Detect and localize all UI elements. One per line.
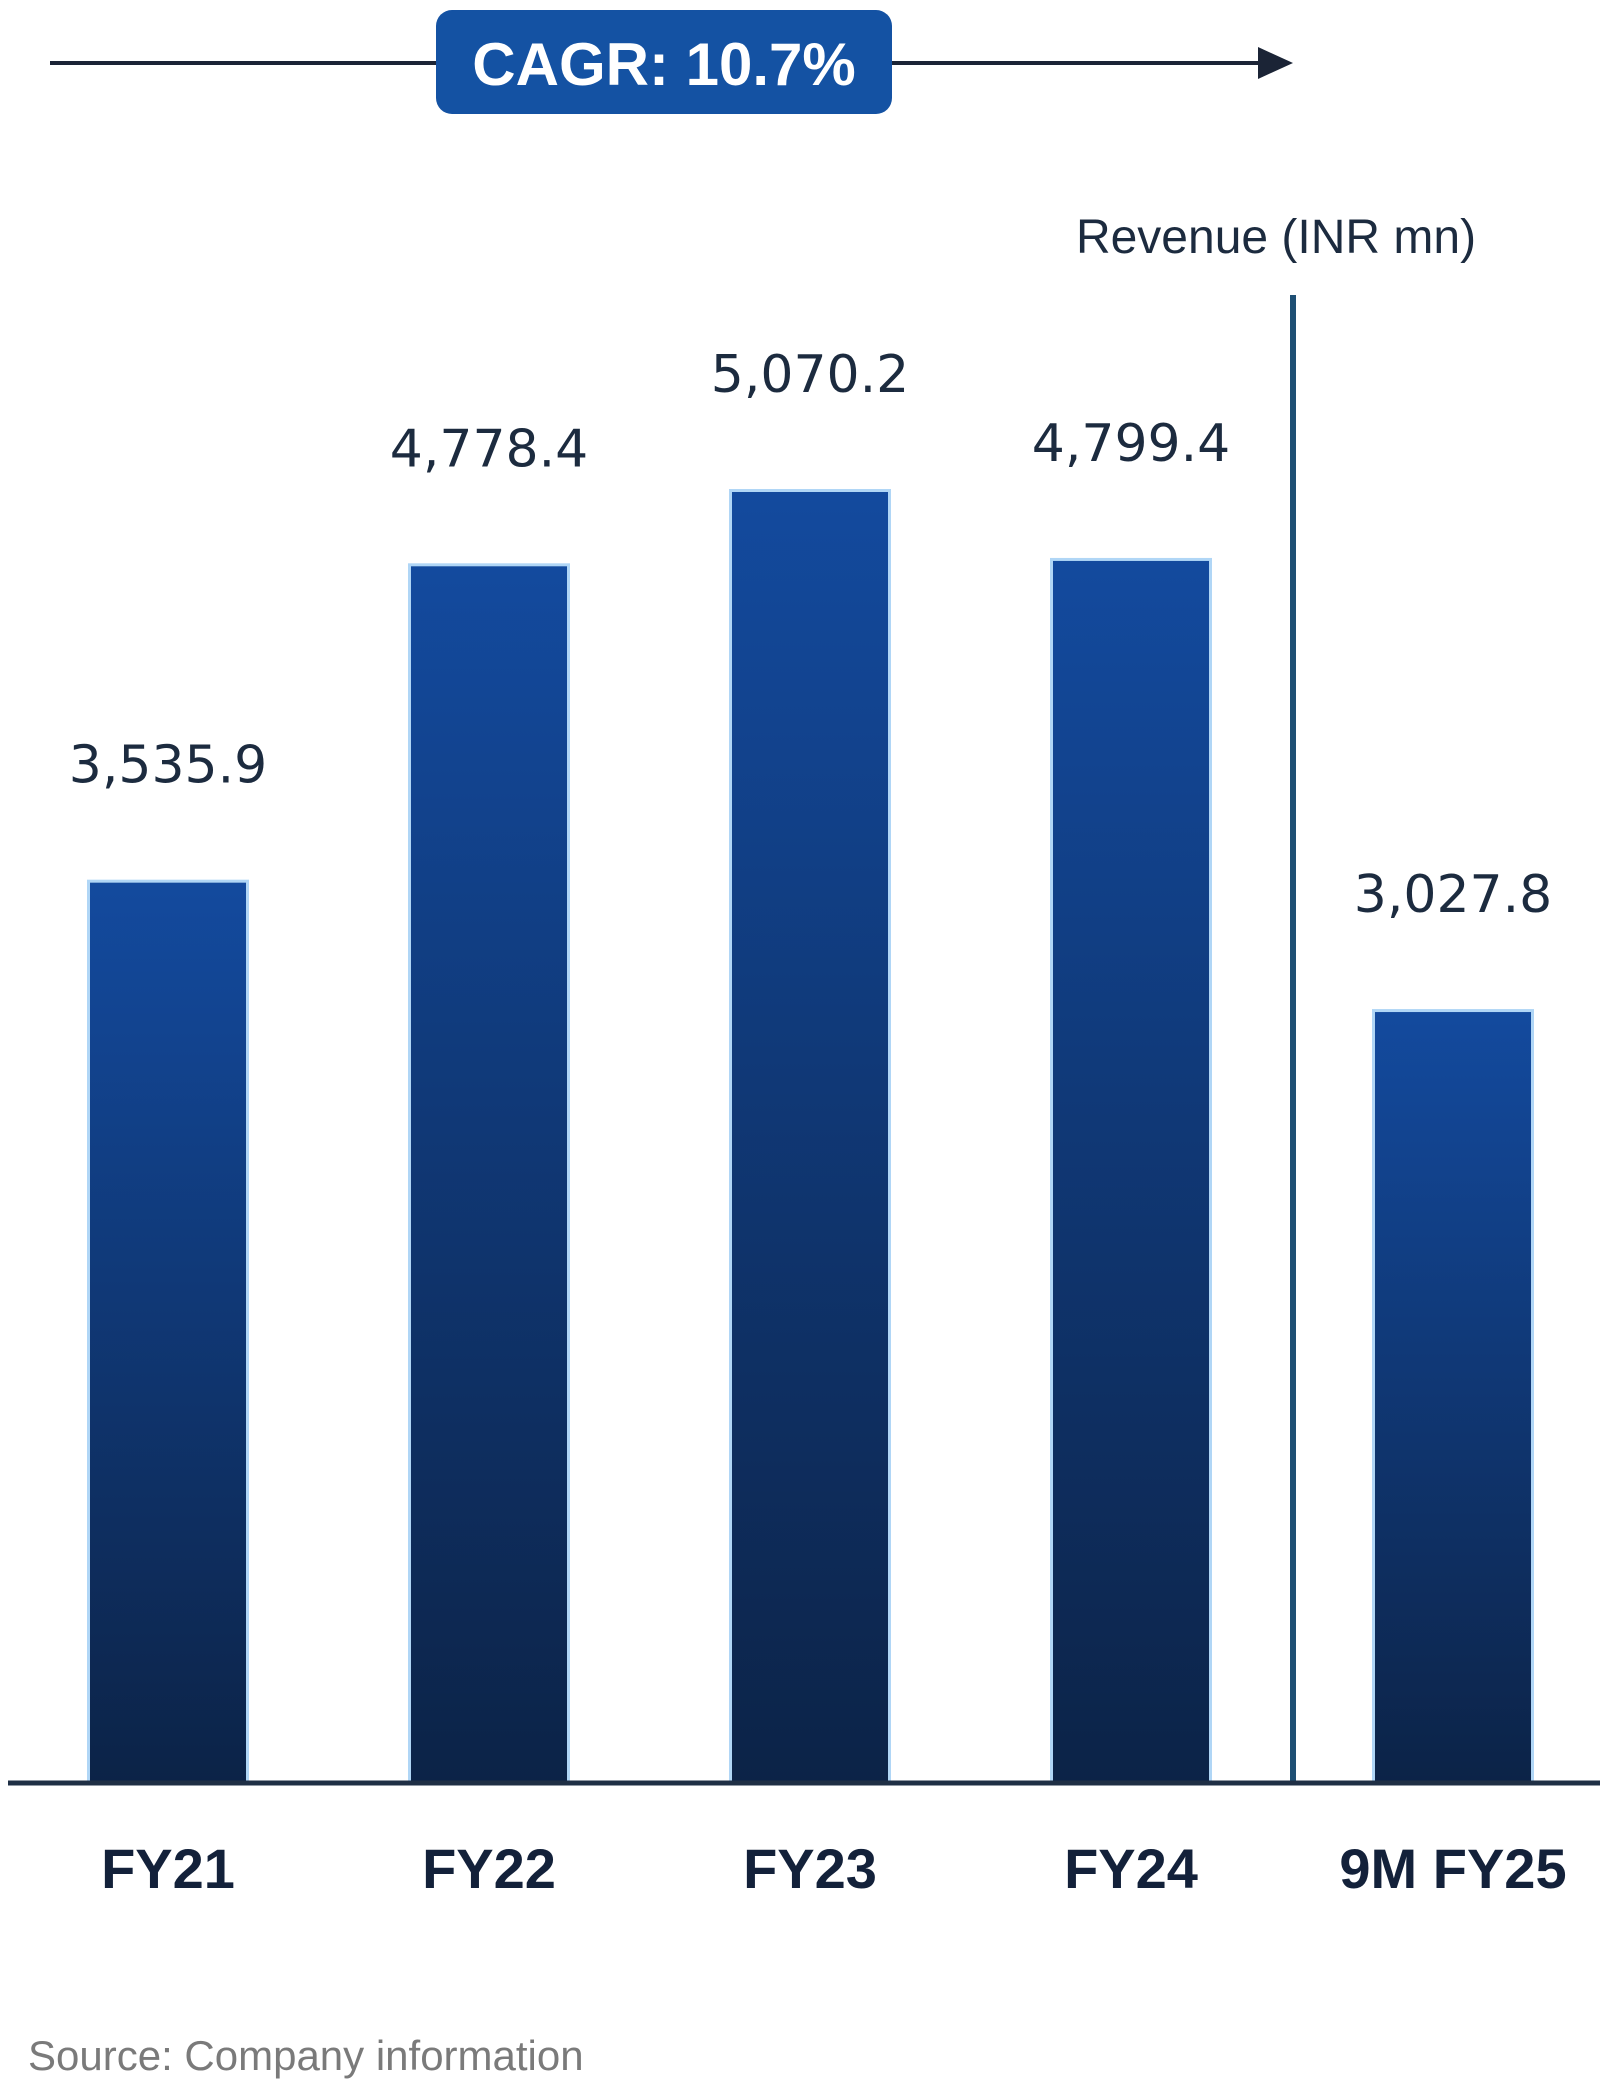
cagr-badge: [436, 10, 892, 114]
value-labels-group: 3,535.9 4,778.4 5,070.2 4,799.4 3,027.8: [69, 345, 1552, 925]
cagr-text: CAGR: 10.7%: [472, 31, 855, 98]
source-note: Source: Company information: [28, 2032, 584, 2079]
bars-group: [87, 489, 1534, 1784]
bar-fy22: [411, 566, 567, 1784]
value-label-fy21: 3,535.9: [69, 736, 267, 796]
bar-9m-fy25: [1375, 1012, 1531, 1783]
category-label-9m-fy25: 9M FY25: [1339, 1837, 1566, 1900]
bar-fy23: [732, 492, 888, 1783]
value-label-fy22: 4,778.4: [390, 419, 588, 479]
category-label-fy23: FY23: [743, 1837, 877, 1900]
value-label-fy23: 5,070.2: [711, 345, 909, 405]
value-label-fy24: 4,799.4: [1032, 414, 1230, 474]
value-label-9m-fy25: 3,027.8: [1354, 865, 1552, 925]
category-label-fy22: FY22: [422, 1837, 556, 1900]
category-labels-group: FY21 FY22 FY23 FY24 9M FY25: [101, 1837, 1567, 1900]
cagr-arrow-head-icon: [1258, 47, 1293, 79]
legend-label: Revenue (INR mn): [1076, 211, 1476, 264]
category-label-fy21: FY21: [101, 1837, 235, 1900]
bar-fy24: [1053, 560, 1209, 1784]
category-label-fy24: FY24: [1064, 1837, 1198, 1900]
cagr-annotation: CAGR: 10.7%: [50, 10, 1293, 114]
bar-fy21: [90, 882, 246, 1783]
